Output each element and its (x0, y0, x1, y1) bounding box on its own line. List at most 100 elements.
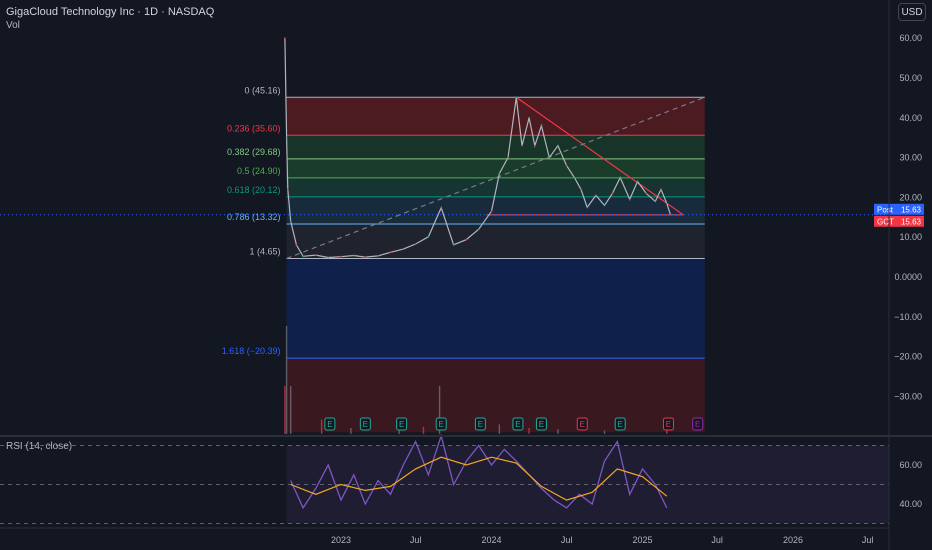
price-point (302, 255, 304, 258)
fib-zone (286, 135, 705, 159)
price-point (440, 206, 443, 209)
price-point (586, 206, 589, 209)
price-point (402, 248, 405, 251)
price-point (580, 188, 582, 191)
price-point (427, 235, 430, 238)
price-point (452, 243, 455, 246)
price-point (364, 256, 367, 258)
price-point (314, 254, 317, 257)
fibonacci-retracement[interactable]: 0 (45.16) 0.236 (35.60) 0.382 (29.68) 0.5 (… (222, 85, 705, 433)
rsi-pane[interactable]: 60.00 40.00 (0, 433, 922, 524)
price-point (619, 176, 622, 179)
y-tick-label: 10.00 (899, 232, 922, 242)
y-tick-label: −10.00 (894, 312, 922, 322)
fib-zone (286, 358, 705, 433)
fib-zone (286, 97, 705, 136)
price-point (654, 200, 657, 203)
price-point (565, 164, 568, 167)
earnings-marker-letter: E (580, 420, 585, 429)
earnings-marker (324, 417, 336, 431)
price-point (669, 213, 672, 216)
trendlines[interactable] (0, 96, 889, 260)
price-point (285, 136, 288, 139)
earnings-marker-letter: E (399, 420, 404, 429)
price-point (340, 255, 342, 258)
price-point (289, 220, 292, 223)
fib-zone (286, 158, 705, 178)
price-point (611, 192, 614, 195)
price-point (352, 254, 355, 257)
volume-bar (284, 386, 286, 434)
price-tag-value: 15.63 (901, 217, 922, 226)
price-tags: Post 15.63 GCT 15.63 (874, 203, 924, 227)
fib-level-label: 0 (45.16) (245, 85, 281, 95)
price-point (573, 176, 576, 179)
price-tag (874, 203, 924, 215)
x-tick-label: Jul (561, 535, 573, 545)
rsi-label: RSI (14, close) (6, 441, 73, 452)
price-point (603, 204, 606, 207)
chart-title: GigaCloud Technology Inc · 1D · NASDAQ (6, 6, 215, 18)
price-point (389, 251, 392, 254)
y-tick-label: 0.0000 (894, 272, 922, 282)
price-point (490, 210, 493, 213)
fib-zone (286, 196, 705, 224)
volume-bars (284, 326, 668, 434)
price-point (533, 144, 536, 147)
volume-bar (603, 430, 606, 434)
earnings-marker (535, 417, 547, 431)
earnings-marker (474, 417, 486, 431)
volume-bar (528, 428, 530, 434)
time-axis[interactable]: 2023 Jul 2024 Jul 2025 Jul 2026 Jul (0, 527, 889, 545)
y-tick-label: −20.00 (894, 352, 922, 362)
trendline (515, 96, 684, 216)
fib-level-label: 1.618 (−20.39) (222, 346, 281, 356)
rsi-line (290, 433, 668, 510)
earnings-marker-letter: E (478, 420, 483, 429)
price-point (477, 228, 480, 231)
price-point (515, 96, 518, 99)
price-point (498, 172, 501, 175)
earnings-marker (512, 417, 524, 431)
price-point (594, 194, 597, 197)
earnings-marker (359, 417, 371, 431)
price-point (540, 124, 543, 127)
volume-bar (422, 426, 425, 434)
rsi-tick-label: 60.00 (899, 460, 922, 470)
price-tag (874, 215, 924, 227)
price-point (660, 188, 662, 191)
price-point (284, 37, 286, 40)
x-tick-label: 2024 (482, 535, 502, 545)
fib-zone (286, 258, 705, 359)
fib-level-label: 0.618 (20.12) (227, 185, 281, 195)
volume-bar (285, 326, 288, 434)
fib-zone (286, 223, 705, 259)
price-point (645, 192, 648, 195)
y-tick-label: 60.00 (899, 33, 922, 43)
trendline (286, 96, 705, 260)
fib-zone (286, 177, 705, 197)
fib-level-label: 0.236 (35.60) (227, 123, 281, 133)
volume-bar (557, 429, 559, 434)
price-point (286, 188, 289, 191)
x-tick-label: Jul (862, 535, 874, 545)
y-tick-label: 50.00 (899, 73, 922, 83)
price-point (521, 144, 523, 147)
rsi-ma-line (290, 456, 668, 501)
x-tick-label: 2023 (331, 535, 351, 545)
price-point (377, 255, 380, 257)
earnings-marker-letter: E (439, 420, 444, 429)
price-point (628, 198, 631, 201)
earnings-marker (692, 417, 704, 431)
price-axis[interactable]: 60.00 50.00 40.00 30.00 20.00 10.00 0.0000 −10.… (894, 33, 922, 401)
earnings-marker (576, 417, 588, 431)
x-tick-label: 2025 (632, 535, 652, 545)
fib-level-label: 0.382 (29.68) (227, 147, 281, 157)
price-tag-value: 15.63 (901, 205, 922, 214)
earnings-marker-letter: E (515, 420, 520, 429)
currency-button[interactable]: USD (898, 3, 926, 21)
earnings-marker (662, 417, 674, 431)
earnings-marker-letter: E (327, 420, 332, 429)
